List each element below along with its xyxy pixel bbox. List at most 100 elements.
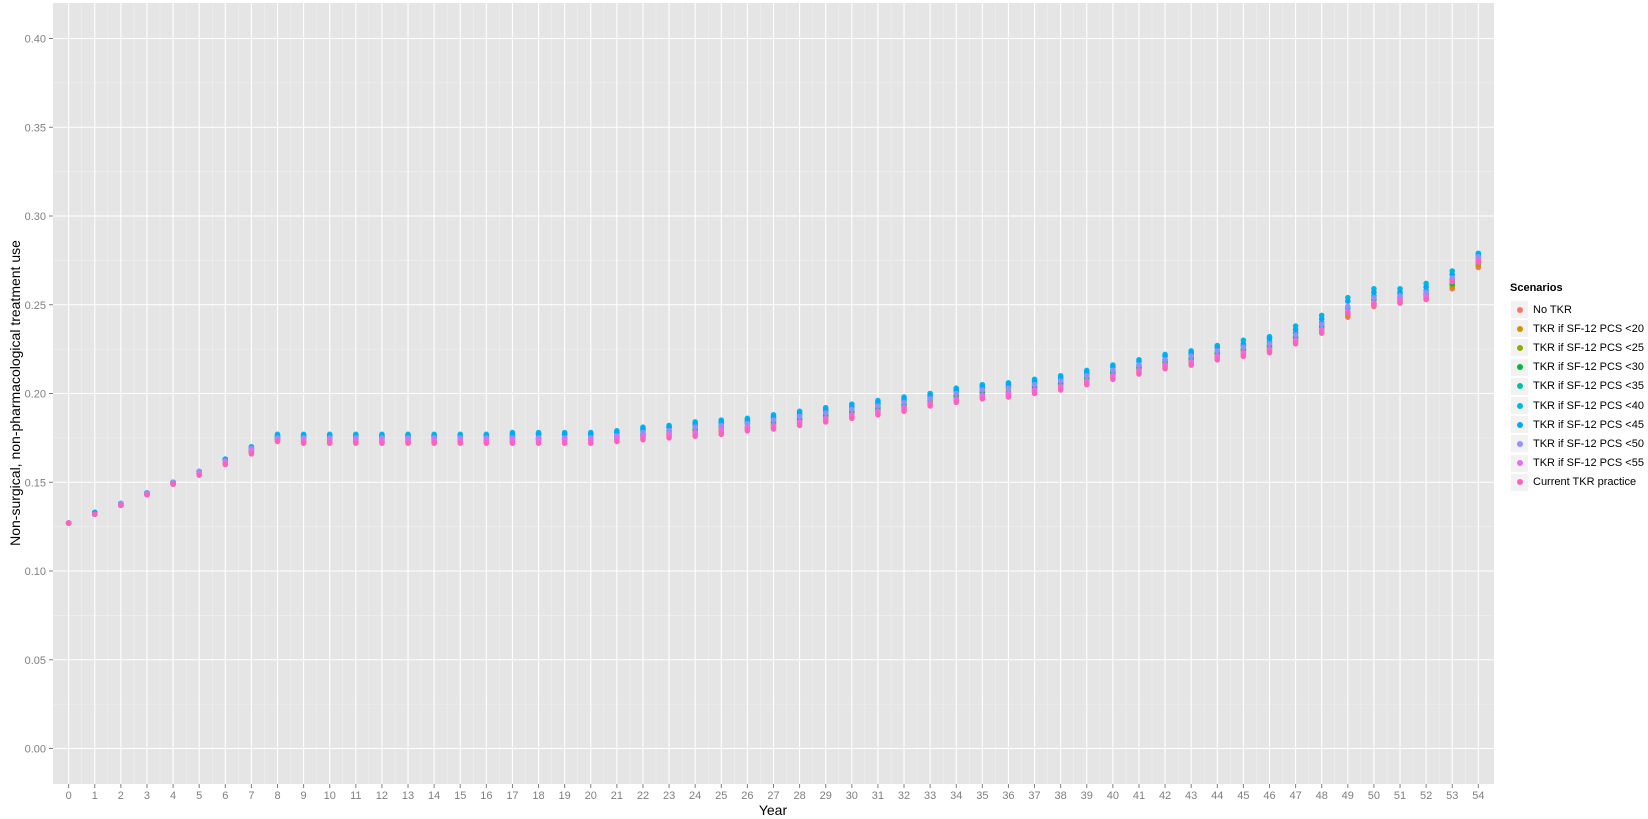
legend-item: TKR if SF-12 PCS <50 xyxy=(1510,434,1646,454)
x-tick-label: 36 xyxy=(1002,790,1014,802)
point-tkr-if-sf-12-pcs-50 xyxy=(1110,367,1116,374)
point-current-tkr-practice xyxy=(1005,394,1012,400)
point-tkr-if-sf-12-pcs-50 xyxy=(979,387,986,393)
legend: Scenarios No TKR TKR if SF-12 PCS <20 TKR … xyxy=(1510,282,1646,492)
point-current-tkr-practice xyxy=(1449,278,1456,285)
point-current-tkr-practice xyxy=(353,440,359,447)
point-current-tkr-practice xyxy=(1136,371,1142,377)
point-current-tkr-practice xyxy=(1475,259,1482,265)
legend-dot xyxy=(1516,364,1523,371)
x-tick-label: 12 xyxy=(376,790,388,802)
point-current-tkr-practice xyxy=(587,440,594,447)
point-current-tkr-practice xyxy=(1162,365,1168,372)
point-tkr-if-sf-12-pcs-50 xyxy=(849,406,855,413)
point-current-tkr-practice xyxy=(248,451,255,457)
point-current-tkr-practice xyxy=(692,433,698,439)
x-tick-label: 28 xyxy=(793,790,805,802)
x-tick-label: 45 xyxy=(1237,790,1249,802)
x-tick-label: 22 xyxy=(637,790,649,802)
legend-key xyxy=(1510,472,1529,492)
legend-item: TKR if SF-12 PCS <35 xyxy=(1510,376,1646,396)
point-tkr-if-sf-12-pcs-50 xyxy=(822,410,829,416)
point-tkr-if-sf-12-pcs-50 xyxy=(953,390,960,397)
legend-key xyxy=(1510,434,1529,454)
point-tkr-if-sf-12-pcs-50 xyxy=(1292,332,1299,338)
x-tick-label: 2 xyxy=(118,790,124,802)
point-tkr-if-sf-12-pcs-45 xyxy=(1423,284,1429,290)
point-tkr-if-sf-12-pcs-45 xyxy=(1318,316,1325,322)
legend-key xyxy=(1510,376,1529,396)
point-current-tkr-practice xyxy=(405,440,411,447)
y-tick-label: 0.00 xyxy=(25,744,46,756)
point-tkr-if-sf-12-pcs-50 xyxy=(770,417,777,423)
legend-key xyxy=(1510,396,1529,416)
legend-item: TKR if SF-12 PCS <30 xyxy=(1510,357,1646,377)
legend-label: Current TKR practice xyxy=(1533,476,1637,489)
x-tick-label: 21 xyxy=(611,790,623,802)
point-current-tkr-practice xyxy=(326,440,333,447)
point-current-tkr-practice xyxy=(1110,376,1116,383)
point-current-tkr-practice xyxy=(1423,296,1429,303)
point-current-tkr-practice xyxy=(1240,353,1247,360)
point-current-tkr-practice xyxy=(222,461,229,468)
legend-dot xyxy=(1516,479,1523,486)
y-tick-label: 0.20 xyxy=(25,389,46,401)
point-current-tkr-practice xyxy=(1397,300,1403,306)
legend-label: TKR if SF-12 PCS <25 xyxy=(1533,341,1644,354)
point-tkr-if-sf-12-pcs-50 xyxy=(1240,344,1247,351)
point-tkr-if-sf-12-pcs-45 xyxy=(1292,326,1299,333)
x-tick-label: 43 xyxy=(1185,790,1197,802)
y-axis-label: Non-surgical, non-pharmacological treatm… xyxy=(7,240,23,546)
point-tkr-if-sf-12-pcs-50 xyxy=(1266,341,1273,347)
x-tick-label: 13 xyxy=(402,790,414,802)
point-current-tkr-practice xyxy=(1031,390,1038,397)
point-tkr-if-sf-12-pcs-50 xyxy=(1214,348,1221,354)
legend-key xyxy=(1510,453,1529,473)
point-tkr-if-sf-12-pcs-50 xyxy=(796,413,803,420)
point-current-tkr-practice xyxy=(91,511,98,517)
x-tick-label: 0 xyxy=(66,790,72,802)
point-current-tkr-practice xyxy=(849,415,855,422)
legend-label: TKR if SF-12 PCS <35 xyxy=(1533,380,1644,393)
x-tick-label: 34 xyxy=(950,790,962,802)
legend-dot xyxy=(1516,440,1523,447)
legend-item: TKR if SF-12 PCS <45 xyxy=(1510,415,1646,435)
point-current-tkr-practice xyxy=(535,440,542,447)
x-tick-label: 17 xyxy=(506,790,518,802)
x-tick-label: 18 xyxy=(532,790,544,802)
legend-label: TKR if SF-12 PCS <30 xyxy=(1533,361,1644,374)
point-current-tkr-practice xyxy=(953,399,960,406)
x-tick-label: 4 xyxy=(170,790,176,802)
x-tick-label: 41 xyxy=(1133,790,1145,802)
x-tick-label: 27 xyxy=(767,790,779,802)
point-current-tkr-practice xyxy=(144,491,150,498)
legend-label: TKR if SF-12 PCS <45 xyxy=(1533,418,1644,431)
x-tick-label: 1 xyxy=(92,790,98,802)
legend-dot xyxy=(1516,344,1523,351)
legend-key xyxy=(1510,319,1529,339)
legend-item: TKR if SF-12 PCS <20 xyxy=(1510,319,1646,339)
x-tick-label: 31 xyxy=(872,790,884,802)
grid-major xyxy=(53,3,1494,784)
y-axis: 0.00 0.05 0.10 0.15 0.20 0.25 0.30 0.35 0.40 xyxy=(25,34,53,756)
point-current-tkr-practice xyxy=(1318,330,1325,336)
legend-item: Current TKR practice xyxy=(1510,472,1646,492)
point-current-tkr-practice xyxy=(796,422,803,429)
y-tick-label: 0.25 xyxy=(25,300,46,312)
legend-dot xyxy=(1516,402,1523,409)
x-tick-label: 14 xyxy=(428,790,440,802)
point-current-tkr-practice xyxy=(170,481,176,487)
legend-item: No TKR xyxy=(1510,300,1646,320)
x-tick-label: 19 xyxy=(559,790,571,802)
x-tick-label: 38 xyxy=(1055,790,1067,802)
legend-label: TKR if SF-12 PCS <50 xyxy=(1533,437,1644,450)
x-tick-label: 47 xyxy=(1289,790,1301,802)
point-current-tkr-practice xyxy=(1345,310,1351,317)
legend-label: TKR if SF-12 PCS <40 xyxy=(1533,399,1644,412)
point-current-tkr-practice xyxy=(118,502,124,509)
legend-dot xyxy=(1516,460,1523,467)
point-tkr-if-sf-12-pcs-50 xyxy=(901,399,907,406)
x-tick-label: 6 xyxy=(222,790,228,802)
point-tkr-if-sf-12-pcs-50 xyxy=(1371,294,1377,301)
